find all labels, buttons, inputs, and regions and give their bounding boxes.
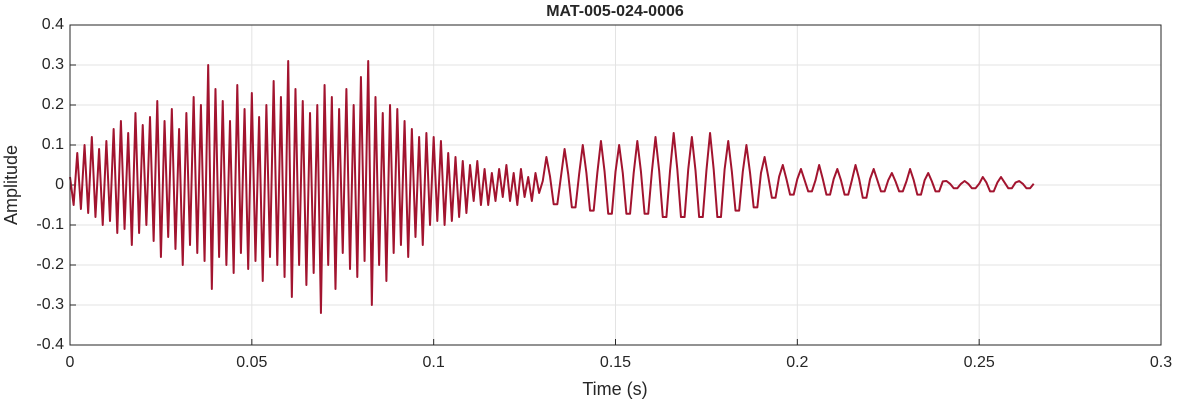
x-tick-label: 0.3: [1150, 354, 1172, 371]
x-tick-label: 0.2: [786, 354, 808, 371]
y-tick-label: 0: [55, 176, 64, 193]
y-tick-label: -0.1: [36, 216, 64, 233]
x-axis-label: Time (s): [582, 379, 647, 399]
x-tick-label: 0.15: [600, 354, 631, 371]
x-tick-label: 0: [66, 354, 75, 371]
y-tick-label: 0.4: [42, 16, 64, 33]
y-tick-label: 0.1: [42, 136, 64, 153]
chart-title: MAT-005-024-0006: [546, 3, 684, 20]
signal-line: [69, 60, 1035, 314]
axes-box: [69, 24, 1162, 346]
y-tick-label: 0.3: [42, 56, 64, 73]
y-axis-label: Amplitude: [1, 145, 21, 225]
x-tick-label: 0.05: [236, 354, 267, 371]
y-tick-label: -0.2: [36, 256, 64, 273]
x-tick-label: 0.25: [964, 354, 995, 371]
y-tick-label: 0.2: [42, 96, 64, 113]
y-tick-label: -0.4: [36, 336, 64, 353]
y-tick-label: -0.3: [36, 296, 64, 313]
x-tick-label: 0.1: [423, 354, 445, 371]
